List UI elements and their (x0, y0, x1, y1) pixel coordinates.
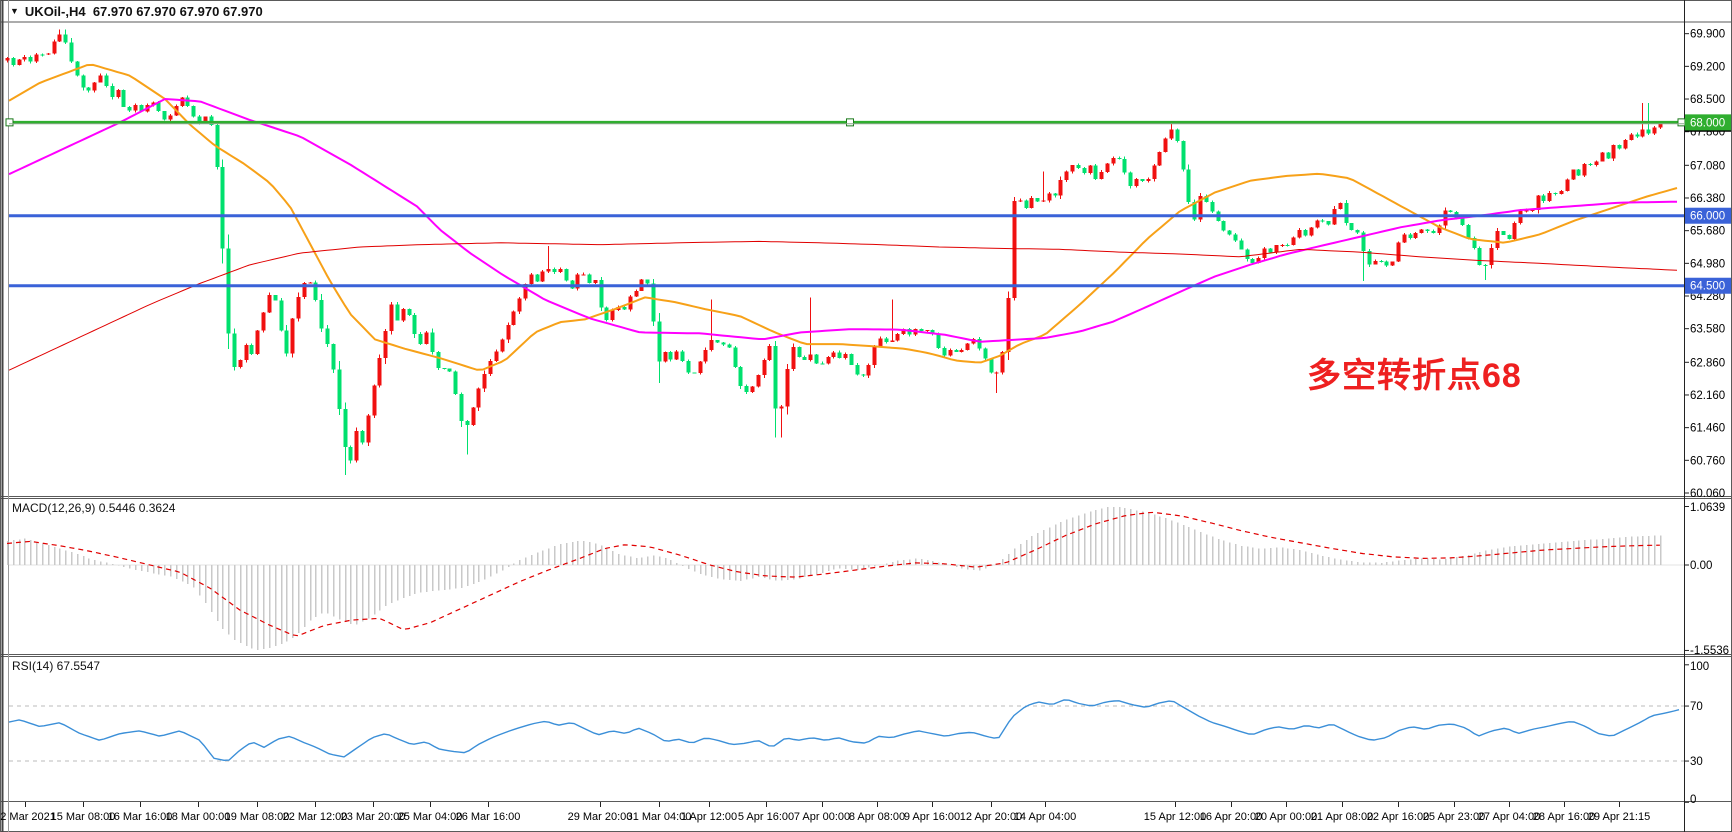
macd-signal-line (6, 511, 1660, 637)
time-tick-label: 12 Mar 2021 (0, 811, 56, 823)
time-tick-label: 22 Apr 16:00 (1367, 811, 1429, 823)
hline-handle[interactable] (846, 118, 854, 127)
rsi-indicator-label: RSI(14) 67.5547 (12, 659, 101, 673)
ma-fast-orange-line (8, 63, 1678, 371)
time-tick-label: 21 Apr 08:00 (1311, 811, 1373, 823)
price-tick-label: 62.160 (1690, 390, 1725, 402)
price-tick-label: 67.080 (1690, 160, 1725, 172)
time-tick-label: 16 Apr 20:00 (1200, 811, 1262, 823)
time-tick-label: 27 Apr 04:00 (1478, 811, 1540, 823)
price-badge (1685, 114, 1731, 131)
time-tick-label: 25 Mar 04:00 (398, 811, 463, 823)
time-tick-label: 8 Apr 08:00 (849, 811, 905, 823)
time-tick-label: 14 Apr 04:00 (1014, 811, 1076, 823)
price-tick-label: 69.200 (1690, 61, 1725, 73)
price-badge (1685, 277, 1731, 294)
time-tick-label: 15 Apr 12:00 (1144, 811, 1206, 823)
macd-tick-label: -1.5536 (1690, 645, 1729, 657)
macd-histogram (6, 506, 1662, 651)
price-tick-label: 64.280 (1690, 291, 1725, 303)
time-tick-label: 25 Apr 23:00 (1423, 811, 1485, 823)
rsi-tick-label: 30 (1690, 756, 1703, 768)
time-tick-label: 19 Mar 08:00 (225, 811, 290, 823)
time-tick-label: 18 Mar 00:00 (166, 811, 231, 823)
time-tick-label: 20 Apr 00:00 (1255, 811, 1317, 823)
macd-panel: 1.0639 0.00 -1.5536 (6, 502, 1729, 657)
time-tick-label: 16 Mar 16:00 (108, 811, 173, 823)
ma-mid-magenta-line (8, 97, 1678, 343)
macd-indicator-label: MACD(12,26,9) 0.5446 0.3624 (12, 501, 176, 515)
time-tick-label: 29 Apr 21:15 (1588, 811, 1650, 823)
chart-title: UKOil-,H4 67.970 67.970 67.970 67.970 (24, 3, 263, 19)
macd-tick-label: 0.00 (1690, 560, 1712, 572)
time-tick-label: 1 Apr 12:00 (681, 811, 737, 823)
time-tick-label: 31 Mar 04:00 (627, 811, 692, 823)
price-tick-label: 60.760 (1690, 455, 1725, 467)
time-tick-label: 29 Mar 20:00 (568, 811, 633, 823)
rsi-line (8, 699, 1680, 762)
time-tick-label: 22 Mar 12:00 (283, 811, 348, 823)
price-tick-label: 65.680 (1690, 226, 1725, 238)
annotation-text[interactable]: 多空转折点68 (1307, 357, 1522, 395)
symbol-dropdown-icon[interactable]: ▼ (10, 6, 19, 16)
price-badge (1685, 207, 1731, 224)
price-tick-label: 62.860 (1690, 357, 1725, 369)
time-tick-label: 7 Apr 00:00 (794, 811, 850, 823)
price-tick-label: 63.580 (1690, 324, 1725, 336)
macd-tick-label: 1.0639 (1690, 502, 1725, 514)
time-tick-label: 15 Mar 08:00 (51, 811, 116, 823)
rsi-tick-label: 70 (1690, 701, 1703, 713)
time-tick-label: 5 Apr 16:00 (738, 811, 794, 823)
time-tick-label: 28 Apr 16:00 (1533, 811, 1595, 823)
price-tick-label: 61.460 (1690, 423, 1725, 435)
price-tick-label: 68.500 (1690, 94, 1725, 106)
rsi-tick-label: 0 (1690, 794, 1696, 806)
hline-handle[interactable] (1677, 118, 1686, 127)
ma-slow-red-line (8, 240, 1678, 371)
candlestick-series (5, 29, 1663, 475)
price-badge-label: 64.500 (1690, 281, 1725, 293)
rsi-panel: 100 70 30 0 (8, 661, 1709, 806)
time-tick-label: 26 Mar 16:00 (456, 811, 521, 823)
price-tick-label: 60.060 (1690, 488, 1725, 500)
rsi-tick-label: 100 (1690, 661, 1709, 673)
price-tick-label: 69.900 (1690, 29, 1725, 41)
chart-title-bar: ▼ UKOil-,H4 67.970 67.970 67.970 67.970 (10, 3, 263, 19)
price-axis: 69.90069.20068.50067.80067.08066.38065.6… (1684, 29, 1731, 500)
hline-handle[interactable] (5, 118, 14, 127)
price-tick-label: 66.380 (1690, 193, 1725, 205)
time-tick-label: 9 Apr 16:00 (904, 811, 960, 823)
price-tick-label: 64.980 (1690, 258, 1725, 270)
price-badge-label: 66.000 (1690, 211, 1725, 223)
price-badge-label: 68.000 (1690, 117, 1725, 129)
time-tick-label: 23 Mar 20:00 (341, 811, 406, 823)
time-tick-label: 12 Apr 20:00 (960, 811, 1022, 823)
